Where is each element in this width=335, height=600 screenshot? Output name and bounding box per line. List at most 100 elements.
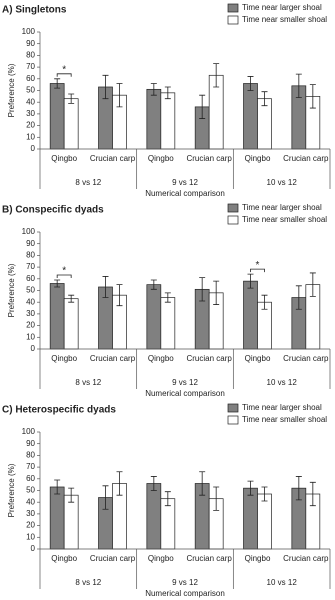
x-tick-label: Qingbo	[244, 154, 271, 163]
error-bar	[309, 272, 316, 297]
y-axis-label: Preference (%)	[7, 63, 16, 117]
x-tick-label: Crucian carp	[89, 554, 136, 563]
error-bar	[102, 74, 109, 100]
error-bar	[199, 471, 206, 496]
significance-label: *	[256, 260, 260, 271]
significance-bracket	[250, 268, 265, 273]
y-tick-label: 0	[31, 344, 36, 353]
error-bar	[68, 93, 75, 104]
error-bar	[199, 277, 206, 302]
group-label: 10 vs 12	[267, 378, 298, 387]
group-label: 8 vs 12	[75, 378, 101, 387]
legend-label: Time near larger shoal	[242, 403, 322, 412]
y-tick-label: 100	[22, 227, 36, 236]
error-bar	[150, 279, 157, 290]
x-tick-label: Crucian carp	[186, 154, 232, 163]
bar	[160, 92, 176, 150]
x-tick-label: Qingbo	[51, 554, 78, 563]
group-label: 8 vs 12	[75, 578, 101, 587]
bar	[257, 98, 272, 150]
significance-bracket	[56, 274, 72, 278]
error-bar	[261, 294, 268, 310]
error-bar	[150, 476, 157, 491]
y-tick-label: 90	[26, 39, 35, 48]
significance-label: *	[62, 64, 66, 75]
error-bar	[54, 279, 61, 288]
error-bar	[68, 294, 75, 303]
significance-label: *	[62, 266, 66, 277]
y-tick-label: 30	[26, 109, 35, 118]
legend-label: Time near smaller shoal	[242, 415, 327, 424]
bar	[49, 283, 65, 350]
y-axis-label: Preference (%)	[7, 463, 16, 517]
error-bar	[68, 487, 75, 503]
y-tick-label: 80	[26, 251, 35, 260]
bar	[160, 498, 176, 550]
legend-swatch	[227, 203, 239, 213]
y-tick-label: 70	[26, 462, 35, 471]
bar	[243, 487, 258, 550]
group-label: 10 vs 12	[267, 578, 298, 587]
legend-label: Time near larger shoal	[242, 203, 322, 212]
error-bar	[295, 285, 302, 310]
error-bar	[116, 471, 123, 496]
x-tick-label: Crucian carp	[89, 154, 136, 163]
bar	[49, 83, 65, 150]
y-tick-label: 10	[26, 532, 35, 541]
x-axis-label: Numerical comparison	[145, 589, 225, 598]
x-tick-label: Qingbo	[51, 354, 78, 363]
x-axis-label: Numerical comparison	[145, 189, 225, 198]
y-tick-label: 70	[26, 262, 35, 271]
y-tick-label: 10	[26, 132, 35, 141]
legend-swatch	[227, 215, 239, 225]
legend-swatch	[227, 3, 239, 13]
error-bar	[295, 73, 302, 98]
panel-title: A) Singletons	[2, 5, 67, 16]
x-axis-label: Numerical comparison	[145, 389, 225, 398]
error-bar	[199, 94, 206, 119]
error-bar	[150, 83, 157, 96]
x-tick-label: Qingbo	[147, 354, 174, 363]
y-tick-label: 100	[22, 427, 36, 436]
legend-label: Time near larger shoal	[242, 3, 322, 12]
bar	[160, 297, 176, 350]
legend-swatch	[227, 15, 239, 25]
group-label: 9 vs 12	[172, 578, 198, 587]
x-tick-label: Crucian carp	[89, 354, 136, 363]
x-tick-label: Qingbo	[244, 354, 271, 363]
y-tick-label: 90	[26, 239, 35, 248]
significance-bracket	[56, 73, 72, 77]
x-tick-label: Crucian carp	[283, 354, 329, 363]
error-bar	[309, 84, 316, 109]
y-tick-label: 80	[26, 51, 35, 60]
error-bar	[247, 76, 254, 91]
y-tick-label: 10	[26, 332, 35, 341]
y-tick-label: 50	[26, 86, 35, 95]
error-bar	[247, 273, 254, 289]
x-tick-label: Qingbo	[147, 154, 174, 163]
error-bar	[116, 83, 123, 108]
error-bar	[54, 479, 61, 495]
x-tick-label: Crucian carp	[283, 154, 329, 163]
group-label: 9 vs 12	[172, 178, 198, 187]
y-tick-label: 0	[31, 144, 36, 153]
bar	[257, 493, 272, 550]
error-bar	[295, 476, 302, 501]
bar	[63, 98, 79, 150]
y-tick-label: 40	[26, 297, 35, 306]
y-tick-label: 70	[26, 62, 35, 71]
y-tick-label: 60	[26, 74, 35, 83]
bar	[63, 494, 79, 550]
error-bar	[213, 486, 220, 511]
bar	[146, 483, 162, 550]
y-tick-label: 20	[26, 321, 35, 330]
error-bar	[213, 280, 220, 305]
bar	[49, 486, 65, 550]
group-label: 9 vs 12	[172, 378, 198, 387]
y-tick-label: 80	[26, 451, 35, 460]
error-bar	[247, 480, 254, 496]
error-bar	[164, 86, 171, 100]
panel-title: C) Heterospecific dyads	[2, 405, 116, 416]
